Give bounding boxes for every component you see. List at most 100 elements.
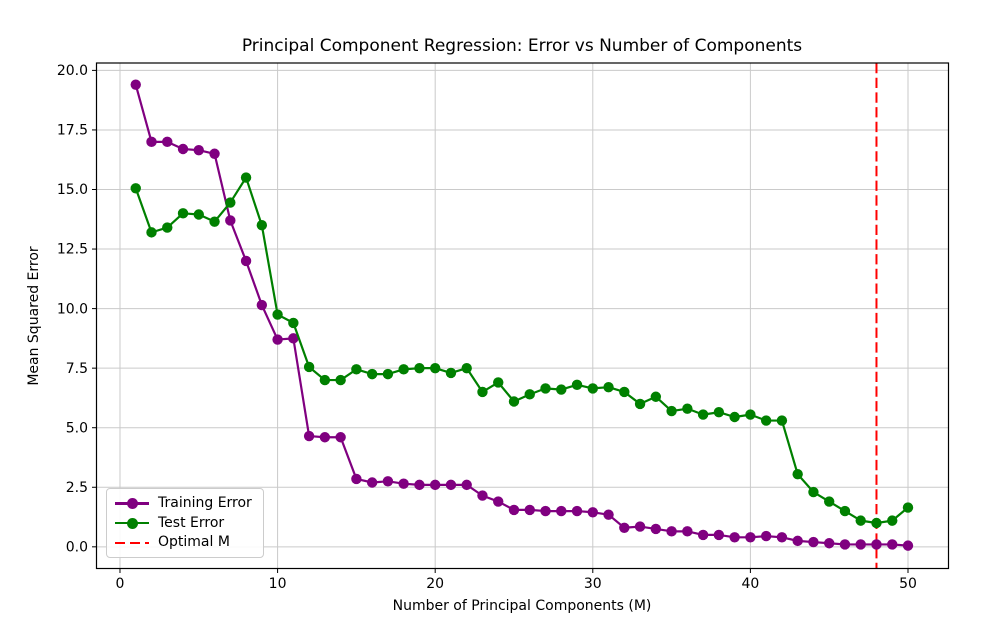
training-error-point	[130, 79, 141, 90]
x-tick-label: 40	[741, 576, 759, 592]
training-error-point	[713, 529, 725, 541]
series-layer	[130, 63, 914, 569]
training-error-point	[745, 532, 756, 543]
y-tick-label: 17.5	[57, 123, 88, 139]
training-error-point	[760, 530, 772, 542]
test-error-point	[445, 367, 457, 379]
y-tick-label: 10.0	[57, 301, 88, 317]
training-error-point	[808, 536, 819, 548]
plot-border	[95, 62, 950, 570]
test-error-point	[319, 374, 331, 386]
test-error-point	[729, 411, 740, 423]
training-error-point	[619, 522, 630, 533]
test-error-point	[461, 362, 472, 374]
test-error-point	[272, 309, 283, 320]
legend-label-training-error: Training Error	[158, 494, 252, 511]
training-error-point	[587, 507, 598, 518]
x-tick-label: 30	[584, 576, 602, 592]
training-error-point	[650, 523, 662, 535]
test-error-point	[808, 486, 819, 498]
test-error-point	[871, 517, 882, 529]
training-error-point	[556, 505, 567, 517]
test-error-point	[587, 383, 598, 394]
training-error-point	[335, 432, 346, 443]
test-error-point	[839, 505, 851, 517]
test-error-point	[508, 396, 520, 407]
test-error-point	[477, 386, 488, 398]
y-tick-label: 7.5	[66, 361, 88, 377]
training-error-point	[414, 479, 425, 491]
legend-label-optimal-m: Optimal M	[158, 534, 230, 551]
training-error-point	[776, 532, 788, 543]
training-error-point	[666, 526, 677, 537]
test-error-point	[697, 409, 709, 420]
test-error-point	[335, 374, 346, 386]
training-error-point	[682, 526, 693, 537]
test-error-point	[792, 468, 803, 480]
training-error-point	[272, 334, 283, 345]
training-error-point	[225, 215, 236, 226]
training-error-point	[209, 148, 220, 159]
y-tick-label: 0.0	[66, 540, 88, 556]
test-error-point	[130, 183, 141, 194]
test-error-point	[429, 362, 441, 374]
training-error-point	[902, 540, 914, 551]
test-error-line	[134, 176, 910, 525]
y-tick-label: 5.0	[66, 420, 88, 436]
training-error-point	[319, 432, 331, 443]
legend-item-test-error: Test Error	[115, 516, 255, 531]
x-axis-label: Number of Principal Components (M)	[393, 598, 652, 614]
training-error-point	[887, 539, 898, 550]
test-error-point	[540, 383, 551, 394]
test-error-point	[193, 209, 204, 220]
test-error-point	[288, 317, 299, 329]
training-error-point	[146, 136, 157, 148]
training-error-point	[540, 505, 551, 517]
axes: 0 10 20 30 40 50 0.0 2.5 5.0 7.5 10.0 12.5 15.0 17.5 2…	[57, 62, 950, 592]
training-error-point	[477, 490, 488, 501]
y-axis-label: Mean Squared Error	[26, 246, 42, 386]
legend: Training Error Test Error Optimal M	[106, 488, 264, 558]
legend-label-test-error: Test Error	[158, 514, 225, 531]
test-error-point	[556, 384, 567, 395]
legend-item-optimal-m: Optimal M	[115, 535, 255, 550]
training-error-point	[729, 532, 740, 543]
training-error-line	[134, 83, 910, 547]
test-error-point	[776, 415, 788, 426]
x-tick-label: 50	[899, 576, 917, 592]
test-error-point	[146, 227, 157, 238]
y-tick-label: 12.5	[57, 242, 88, 258]
test-error-point	[603, 382, 614, 393]
test-error-point	[902, 502, 914, 513]
test-error-point	[887, 515, 898, 526]
training-error-point	[382, 476, 394, 487]
test-error-point	[256, 220, 268, 231]
test-error-point	[823, 496, 835, 507]
training-error-point	[162, 136, 173, 148]
legend-item-training-error: Training Error	[115, 496, 255, 511]
training-error-point	[493, 496, 504, 507]
test-error-point	[414, 362, 425, 374]
test-error-point	[225, 197, 236, 208]
training-error-point	[240, 255, 252, 267]
training-error-point	[288, 333, 299, 344]
x-tick-label: 0	[116, 576, 125, 592]
test-error-point	[666, 405, 677, 417]
chart-title: Principal Component Regression: Error vs…	[242, 36, 802, 56]
test-error-point	[745, 409, 756, 420]
test-error-point	[619, 386, 630, 398]
training-error-point	[792, 535, 803, 547]
training-error-point	[461, 479, 472, 491]
training-error-line-sample	[115, 497, 149, 509]
training-error-point	[398, 478, 409, 489]
y-tick-label: 2.5	[66, 480, 88, 496]
y-tick-label: 15.0	[57, 182, 88, 198]
x-tick-label: 10	[269, 576, 287, 592]
training-error-point	[303, 430, 315, 442]
training-error-point	[871, 539, 882, 550]
training-error-point	[351, 473, 362, 485]
test-error-point	[571, 379, 583, 391]
training-error-point	[839, 539, 851, 550]
test-error-point	[650, 391, 662, 402]
